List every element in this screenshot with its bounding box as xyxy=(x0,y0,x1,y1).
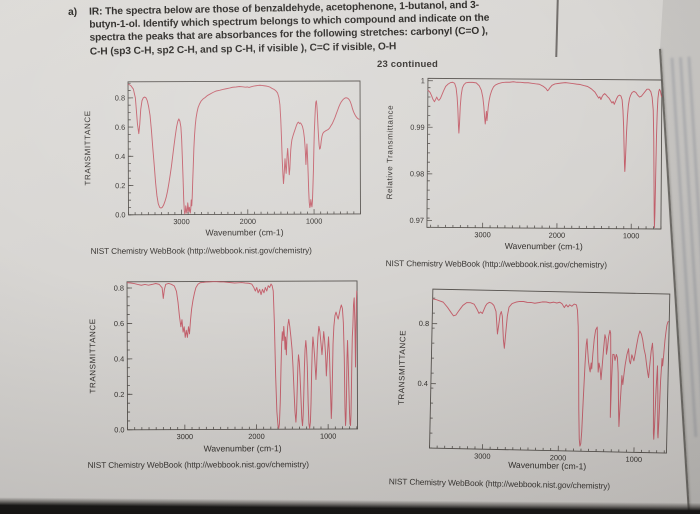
x-axis-title: Wavenumber (cm-1) xyxy=(504,240,583,252)
spectrum-plot: 3000 2000 1000 0.8 0.6 0.4 0.2 0.0 xyxy=(115,80,361,226)
svg-text:0.8: 0.8 xyxy=(115,93,125,102)
spectrum-curve xyxy=(127,83,360,215)
svg-text:0.6: 0.6 xyxy=(115,123,125,132)
svg-text:0.2: 0.2 xyxy=(114,390,124,399)
spectrum-curve xyxy=(432,298,669,447)
svg-text:0.4: 0.4 xyxy=(115,152,125,161)
svg-text:2000: 2000 xyxy=(248,432,264,441)
spectrum-curve xyxy=(427,81,663,229)
svg-text:0.0: 0.0 xyxy=(115,210,125,219)
y-axis-title: TRANSMITTANCE xyxy=(83,110,93,186)
page-note: 23 continued xyxy=(377,59,438,70)
x-axis-title: Wavenumber (cm-1) xyxy=(203,443,282,454)
svg-text:0.6: 0.6 xyxy=(114,319,124,328)
svg-text:3000: 3000 xyxy=(173,217,189,226)
question-lines: IR: The spectra below are those of benza… xyxy=(89,0,574,58)
svg-text:0.8: 0.8 xyxy=(114,284,124,293)
svg-text:0.4: 0.4 xyxy=(114,354,124,363)
x-axis-title: Wavenumber (cm-1) xyxy=(205,227,284,238)
svg-text:0.8: 0.8 xyxy=(419,319,429,328)
spectrum-plot: 3000 2000 1000 1 0.99 0.98 0.97 xyxy=(410,76,663,240)
svg-text:0.97: 0.97 xyxy=(410,216,424,225)
source-caption: NIST Chemistry WebBook (http://webbook.n… xyxy=(87,459,309,470)
svg-text:2000: 2000 xyxy=(550,453,567,462)
spectrum-panel-bottom-right: TRANSMITTANCE 3000 2000 1000 0.8 0.4 Wavenumbe… xyxy=(376,282,689,499)
spectrum-plot: 3000 2000 1000 0.8 0.6 0.4 0.2 0.0 xyxy=(114,280,358,441)
svg-text:0.2: 0.2 xyxy=(115,181,125,190)
svg-text:0.4: 0.4 xyxy=(418,379,428,388)
source-caption: NIST Chemistry WebBook (http://webbook.n… xyxy=(385,258,607,270)
question-block: a) IR: The spectra below are those of be… xyxy=(68,0,574,59)
spectrum-curve xyxy=(126,281,358,429)
source-caption: NIST Chemistry WebBook (http://webbook.n… xyxy=(90,245,312,256)
svg-text:0.99: 0.99 xyxy=(410,123,424,132)
svg-text:1000: 1000 xyxy=(625,455,642,464)
question-label: a) xyxy=(68,6,78,18)
svg-text:1000: 1000 xyxy=(306,217,322,226)
svg-text:3000: 3000 xyxy=(474,230,491,239)
svg-text:1000: 1000 xyxy=(320,432,336,441)
svg-text:3000: 3000 xyxy=(177,432,193,441)
svg-text:0.0: 0.0 xyxy=(114,425,124,434)
svg-text:3000: 3000 xyxy=(474,452,491,461)
svg-text:1000: 1000 xyxy=(623,231,640,240)
spectrum-panel-top-left: TRANSMITTANCE 3000 2000 1000 0.8 0.6 0.4 0.2 0.0… xyxy=(70,75,391,286)
x-axis-title: Wavenumber (cm-1) xyxy=(508,459,587,472)
source-caption: NIST Chemistry WebBook (http://webbook.n… xyxy=(388,476,611,491)
spectrum-panel-bottom-left: TRANSMITTANCE 3000 2000 1000 0.8 0.6 0.4 0.2 0.0… xyxy=(66,275,387,486)
svg-text:0.98: 0.98 xyxy=(410,169,424,178)
spectrum-panel-top-right: Relative Transmittance 3000 2000 1000 1 0.99 0… xyxy=(375,72,689,284)
spectrum-plot: 3000 2000 1000 0.8 0.4 xyxy=(418,288,671,464)
svg-text:2000: 2000 xyxy=(240,217,256,226)
svg-text:1: 1 xyxy=(421,76,425,85)
svg-text:2000: 2000 xyxy=(549,231,566,240)
